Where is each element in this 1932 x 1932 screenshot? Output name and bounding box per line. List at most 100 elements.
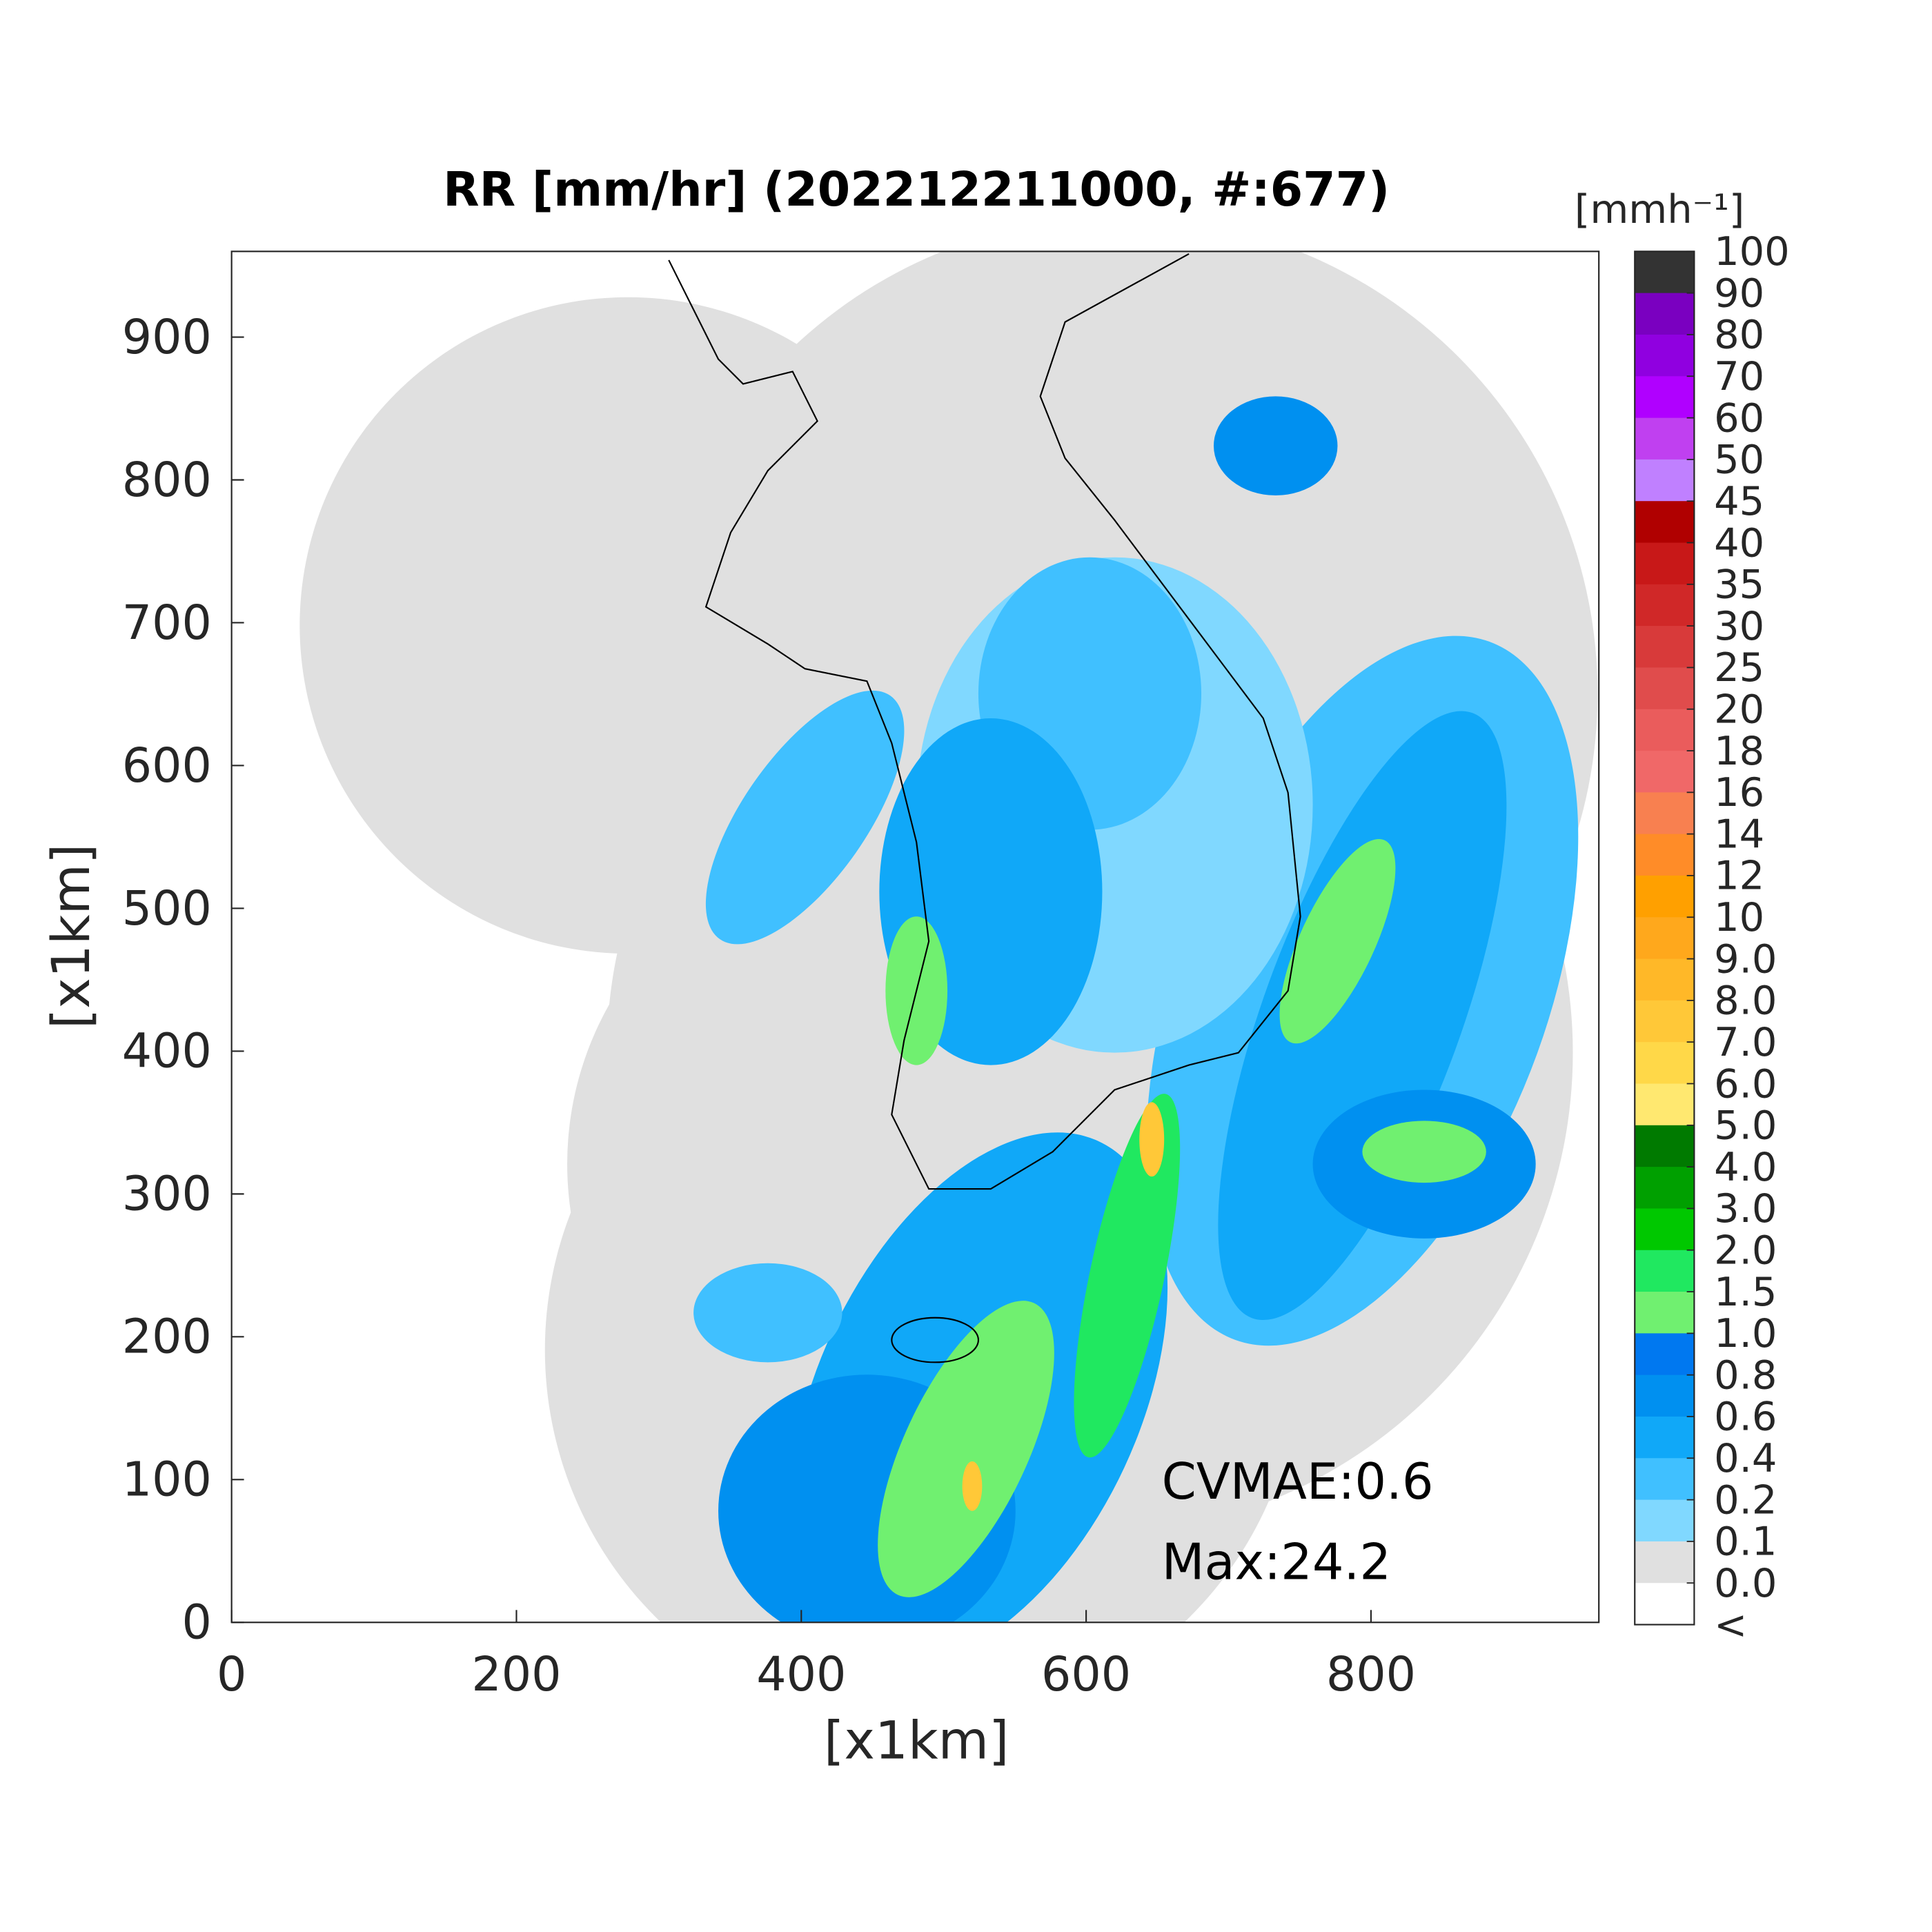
colorbar-tick-label: 0.8 (1714, 1352, 1777, 1398)
y-tick-label: 200 (122, 1310, 212, 1365)
y-tick-label: 700 (122, 596, 212, 651)
y-tick-label: 500 (122, 882, 212, 936)
rain (1218, 711, 1507, 1321)
colorbar-tick-label: 0.4 (1714, 1435, 1777, 1481)
y-tick-label: 400 (122, 1025, 212, 1079)
island-outline (891, 1317, 980, 1363)
colorbar-swatch (1635, 1333, 1695, 1376)
colorbar-swatch (1635, 1083, 1695, 1126)
colorbar-tick-label: 0.0 (1714, 1560, 1777, 1606)
x-tick-label: 0 (217, 1648, 246, 1702)
rain (693, 1263, 842, 1363)
colorbar-swatch (1635, 293, 1695, 335)
colorbar-swatch (1635, 667, 1695, 710)
x-tick-label: 800 (1326, 1648, 1416, 1702)
rain (1279, 838, 1396, 1044)
colorbar-tick-label: 18 (1714, 728, 1764, 774)
chart-title: RR [mm/hr] (202212211000, #:677) (443, 163, 1390, 217)
colorbar-tick-label: 3.0 (1714, 1185, 1777, 1232)
colorbar-swatch (1635, 709, 1695, 751)
colorbar-tick-label: 0.6 (1714, 1394, 1777, 1440)
colorbar-swatch (1635, 1458, 1695, 1501)
rain (878, 1301, 1054, 1597)
colorbar-tick-label: 7.0 (1714, 1019, 1777, 1065)
colorbar-tick-label: 80 (1714, 312, 1764, 358)
rain (1213, 396, 1338, 495)
colorbar-tick-label: 45 (1714, 478, 1764, 524)
colorbar-swatch (1635, 501, 1695, 544)
colorbar-swatch (1635, 417, 1695, 460)
colorbar-tick-label: 20 (1714, 686, 1764, 732)
colorbar-tick-label: 25 (1714, 644, 1764, 691)
colorbar-swatch (1635, 626, 1695, 669)
colorbar-swatch (1635, 1208, 1695, 1251)
colorbar-tick-label: 2.0 (1714, 1227, 1777, 1273)
colorbar-tick-label: 10 (1714, 894, 1764, 940)
colorbar-tick-label: 90 (1714, 270, 1764, 316)
coastline (668, 253, 1301, 1190)
colorbar-tick-label: 9.0 (1714, 936, 1777, 982)
colorbar-tick-label: 8.0 (1714, 978, 1777, 1024)
colorbar-swatch (1635, 376, 1695, 419)
colorbar-swatch (1635, 958, 1695, 1001)
colorbar-tick-label: 0.1 (1714, 1519, 1777, 1565)
colorbar-swatch (1635, 1000, 1695, 1043)
colorbar-swatch (1635, 1416, 1695, 1459)
colorbar-tick-label: 1.5 (1714, 1269, 1777, 1315)
x-tick-label: 400 (756, 1648, 846, 1702)
x-axis-label: [x1km] (824, 1711, 1009, 1771)
annotation: CVMAE:0.6 (1162, 1452, 1434, 1510)
y-tick-label: 600 (122, 739, 212, 793)
rain (1362, 1121, 1486, 1183)
colorbar-tick-label: 6.0 (1714, 1061, 1777, 1107)
colorbar-tick-label: 35 (1714, 562, 1764, 608)
colorbar-swatch (1635, 1499, 1695, 1542)
plot-frame (230, 250, 1600, 1624)
rain-blobs (693, 396, 1579, 1623)
colorbar-swatch (1635, 459, 1695, 502)
colorbar-swatch (1635, 1250, 1695, 1292)
colorbar-tick-label: 70 (1714, 353, 1764, 400)
colorbar-swatch (1635, 251, 1695, 294)
colorbar-swatch (1635, 792, 1695, 835)
y-axis-label: [x1km] (41, 844, 101, 1029)
x-tick-label: 200 (471, 1648, 561, 1702)
colorbar-frame (1634, 250, 1695, 1626)
colorbar-tick-label: 60 (1714, 395, 1764, 441)
colorbar-swatch (1635, 1292, 1695, 1334)
colorbar-swatch (1635, 584, 1695, 627)
rain (962, 1461, 983, 1511)
colorbar-tick-label: 30 (1714, 603, 1764, 649)
colorbar-tick-label: 1.0 (1714, 1310, 1777, 1357)
rain (1139, 1102, 1165, 1177)
colorbar-tick-label: 0.2 (1714, 1477, 1777, 1523)
colorbar-swatch (1635, 917, 1695, 960)
y-tick-label: 300 (122, 1167, 212, 1222)
colorbar-tick-label: 14 (1714, 811, 1764, 857)
colorbar-tick-label: 100 (1714, 228, 1790, 275)
colorbar-swatch (1635, 751, 1695, 793)
colorbar-swatch (1635, 1374, 1695, 1417)
annotation: Max:24.2 (1162, 1532, 1391, 1590)
colorbar-tick-label: 40 (1714, 520, 1764, 566)
colorbar-swatch (1635, 542, 1695, 585)
y-tick-label: 900 (122, 310, 212, 365)
colorbar-swatch (1635, 875, 1695, 918)
colorbar-under-label: < (1714, 1601, 1747, 1648)
y-tick-label: 100 (122, 1453, 212, 1508)
y-tick-label: 0 (182, 1596, 212, 1650)
colorbar-under (1635, 1583, 1695, 1625)
colorbar-swatch (1635, 1042, 1695, 1085)
rain (705, 690, 905, 945)
colorbar-swatch (1635, 1167, 1695, 1210)
colorbar-swatch (1635, 1541, 1695, 1584)
colorbar-swatch (1635, 334, 1695, 377)
y-tick-label: 800 (122, 453, 212, 508)
colorbar-tick-label: 16 (1714, 769, 1764, 816)
colorbar-label: [mmh⁻¹] (1575, 186, 1744, 233)
colorbar-tick-label: 4.0 (1714, 1144, 1777, 1190)
radar-field (299, 251, 1598, 1623)
colorbar-tick-label: 12 (1714, 853, 1764, 899)
